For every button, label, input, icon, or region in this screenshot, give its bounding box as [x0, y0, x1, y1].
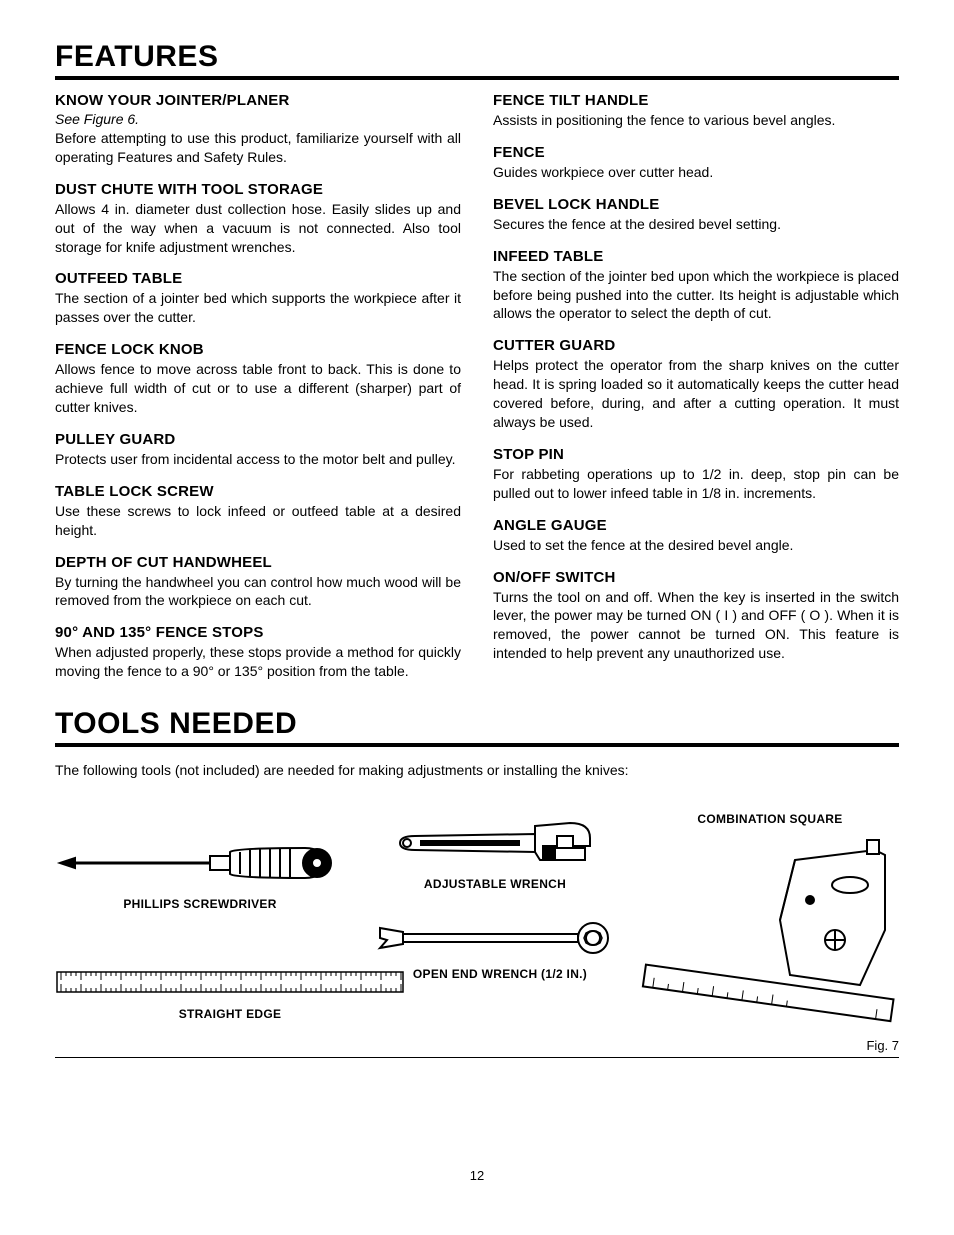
tools-title: TOOLS NEEDED — [55, 707, 899, 747]
feature-section: FENCE Guides workpiece over cutter head. — [493, 144, 899, 182]
tools-figure: PHILLIPS SCREWDRIVER ADJUSTABLE WRENCH — [55, 808, 899, 1058]
section-body: Guides workpiece over cutter head. — [493, 163, 899, 182]
tools-intro: The following tools (not included) are n… — [55, 761, 899, 780]
section-heading: KNOW YOUR JOINTER/PLANER — [55, 92, 461, 109]
straightedge-label: STRAIGHT EDGE — [55, 1007, 405, 1021]
page-number: 12 — [55, 1168, 899, 1183]
section-body: Turns the tool on and off. When the key … — [493, 588, 899, 664]
feature-section: KNOW YOUR JOINTER/PLANER See Figure 6. Bef… — [55, 92, 461, 167]
feature-section: ON/OFF SWITCH Turns the tool on and off. … — [493, 569, 899, 664]
feature-section: BEVEL LOCK HANDLE Secures the fence at th… — [493, 196, 899, 234]
feature-section: FENCE TILT HANDLE Assists in positioning … — [493, 92, 899, 130]
figure-label: Fig. 7 — [866, 1038, 899, 1053]
feature-section: CUTTER GUARD Helps protect the operator f… — [493, 337, 899, 432]
section-body: Assists in positioning the fence to vari… — [493, 111, 899, 130]
section-heading: FENCE LOCK KNOB — [55, 341, 461, 358]
phillips-screwdriver-block: PHILLIPS SCREWDRIVER — [55, 838, 345, 911]
section-body: Helps protect the operator from the shar… — [493, 356, 899, 432]
section-body: Use these screws to lock infeed or outfe… — [55, 502, 461, 540]
section-body: Before attempting to use this product, f… — [55, 129, 461, 167]
combination-square-block: COMBINATION SQUARE — [635, 808, 905, 1035]
feature-section: PULLEY GUARD Protects user from incidenta… — [55, 431, 461, 469]
section-body: Allows fence to move across table front … — [55, 360, 461, 417]
combination-square-icon — [635, 830, 905, 1030]
section-body: Used to set the fence at the desired bev… — [493, 536, 899, 555]
section-heading: INFEED TABLE — [493, 248, 899, 265]
section-body: The section of the jointer bed upon whic… — [493, 267, 899, 324]
feature-section: INFEED TABLE The section of the jointer b… — [493, 248, 899, 324]
right-column: FENCE TILT HANDLE Assists in positioning … — [493, 92, 899, 695]
feature-section: OUTFEED TABLE The section of a jointer be… — [55, 270, 461, 327]
section-body: When adjusted properly, these stops prov… — [55, 643, 461, 681]
adjustable-wrench-icon — [385, 818, 605, 868]
section-heading: DEPTH OF CUT HANDWHEEL — [55, 554, 461, 571]
section-heading: CUTTER GUARD — [493, 337, 899, 354]
section-body: The section of a jointer bed which suppo… — [55, 289, 461, 327]
phillips-label: PHILLIPS SCREWDRIVER — [55, 897, 345, 911]
straight-edge-block: STRAIGHT EDGE — [55, 968, 405, 1021]
section-heading: BEVEL LOCK HANDLE — [493, 196, 899, 213]
section-heading: FENCE TILT HANDLE — [493, 92, 899, 109]
feature-section: TABLE LOCK SCREW Use these screws to lock… — [55, 483, 461, 540]
straight-edge-icon — [55, 968, 405, 998]
features-columns: KNOW YOUR JOINTER/PLANER See Figure 6. Bef… — [55, 92, 899, 695]
section-body: Protects user from incidental access to … — [55, 450, 461, 469]
phillips-screwdriver-icon — [55, 838, 345, 888]
open-end-wrench-icon — [375, 918, 625, 958]
features-title: FEATURES — [55, 40, 899, 80]
feature-section: ANGLE GAUGE Used to set the fence at the … — [493, 517, 899, 555]
left-column: KNOW YOUR JOINTER/PLANER See Figure 6. Bef… — [55, 92, 461, 695]
section-note: See Figure 6. — [55, 111, 461, 127]
section-body: Secures the fence at the desired bevel s… — [493, 215, 899, 234]
section-heading: PULLEY GUARD — [55, 431, 461, 448]
section-heading: OUTFEED TABLE — [55, 270, 461, 287]
combination-label: COMBINATION SQUARE — [635, 812, 905, 826]
feature-section: DUST CHUTE WITH TOOL STORAGE Allows 4 in.… — [55, 181, 461, 257]
feature-section: STOP PIN For rabbeting operations up to 1… — [493, 446, 899, 503]
open-end-wrench-block: OPEN END WRENCH (1/2 IN.) — [375, 918, 625, 981]
section-heading: STOP PIN — [493, 446, 899, 463]
feature-section: FENCE LOCK KNOB Allows fence to move acro… — [55, 341, 461, 417]
section-body: By turning the handwheel you can control… — [55, 573, 461, 611]
section-body: For rabbeting operations up to 1/2 in. d… — [493, 465, 899, 503]
openend-label: OPEN END WRENCH (1/2 IN.) — [375, 967, 625, 981]
section-heading: TABLE LOCK SCREW — [55, 483, 461, 500]
feature-section: DEPTH OF CUT HANDWHEEL By turning the han… — [55, 554, 461, 611]
section-heading: ON/OFF SWITCH — [493, 569, 899, 586]
feature-section: 90° AND 135° FENCE STOPS When adjusted pr… — [55, 624, 461, 681]
section-heading: FENCE — [493, 144, 899, 161]
section-body: Allows 4 in. diameter dust collection ho… — [55, 200, 461, 257]
adjustable-wrench-block: ADJUSTABLE WRENCH — [385, 818, 605, 891]
section-heading: DUST CHUTE WITH TOOL STORAGE — [55, 181, 461, 198]
section-heading: 90° AND 135° FENCE STOPS — [55, 624, 461, 641]
adjustable-label: ADJUSTABLE WRENCH — [385, 877, 605, 891]
section-heading: ANGLE GAUGE — [493, 517, 899, 534]
